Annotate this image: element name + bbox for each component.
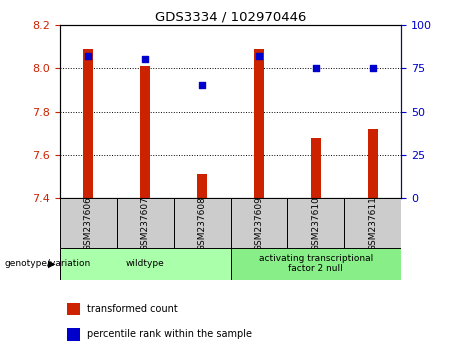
Point xyxy=(312,65,319,71)
Bar xyxy=(60,248,230,280)
Point xyxy=(85,53,92,59)
Bar xyxy=(67,303,80,315)
Text: transformed count: transformed count xyxy=(87,304,178,314)
Bar xyxy=(140,66,150,198)
Text: GSM237611: GSM237611 xyxy=(368,196,377,251)
Bar xyxy=(344,198,401,248)
Point xyxy=(142,57,149,62)
Bar xyxy=(60,198,117,248)
Bar xyxy=(287,198,344,248)
Bar xyxy=(367,129,378,198)
Point xyxy=(255,53,263,59)
Text: percentile rank within the sample: percentile rank within the sample xyxy=(87,330,252,339)
Bar xyxy=(67,329,80,341)
Bar xyxy=(254,48,264,198)
Bar xyxy=(174,198,230,248)
Bar xyxy=(311,138,321,198)
Title: GDS3334 / 102970446: GDS3334 / 102970446 xyxy=(155,11,306,24)
Bar xyxy=(83,48,94,198)
Text: activating transcriptional
factor 2 null: activating transcriptional factor 2 null xyxy=(259,254,373,273)
Text: GSM237610: GSM237610 xyxy=(311,196,320,251)
Text: GSM237609: GSM237609 xyxy=(254,196,263,251)
Text: wildtype: wildtype xyxy=(126,259,165,268)
Text: ▶: ▶ xyxy=(48,259,56,269)
Point xyxy=(369,65,376,71)
Bar xyxy=(230,198,287,248)
Text: genotype/variation: genotype/variation xyxy=(5,259,91,268)
Bar xyxy=(117,198,174,248)
Text: GSM237607: GSM237607 xyxy=(141,196,150,251)
Bar xyxy=(230,248,401,280)
Point xyxy=(198,82,206,88)
Text: GSM237608: GSM237608 xyxy=(198,196,207,251)
Bar xyxy=(197,175,207,198)
Text: GSM237606: GSM237606 xyxy=(84,196,93,251)
